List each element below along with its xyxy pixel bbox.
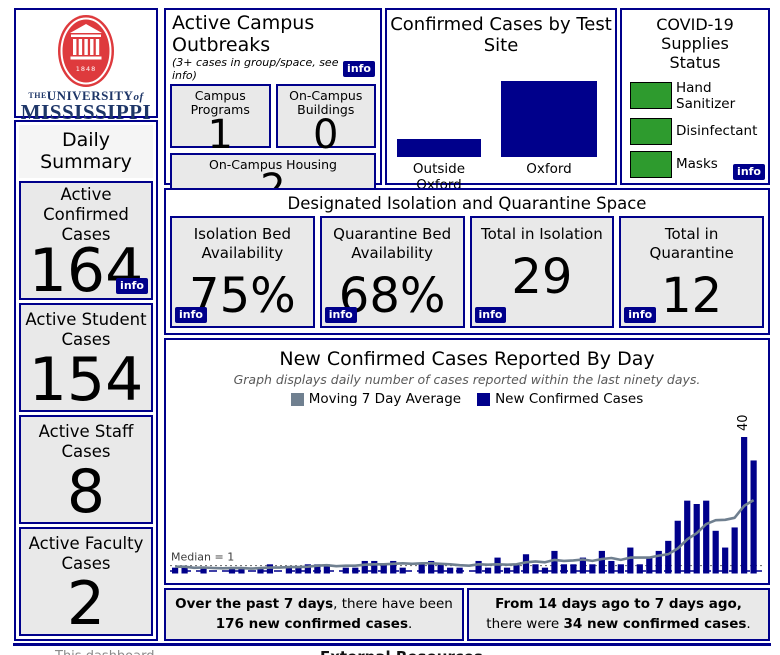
- wordmark-university: UNIVERSITY: [46, 88, 134, 103]
- previous-7-days-summary: From 14 days ago to 7 days ago, there we…: [467, 588, 770, 641]
- isolation-bed-availability: Isolation Bed Availability 75% info: [170, 216, 315, 328]
- stat-label: Active Faculty Cases: [28, 534, 144, 574]
- active-campus-outbreaks-panel: Active Campus Outbreaks (3+ cases in gro…: [164, 8, 382, 209]
- outbreak-value: 0: [313, 111, 339, 158]
- svg-text:40: 40: [736, 414, 751, 431]
- daily-cases-bar-chart: Median = 1 40: [170, 414, 762, 574]
- outbreak-value: 1: [207, 111, 233, 158]
- wordmark-the: THE: [28, 91, 47, 100]
- info-badge[interactable]: info: [474, 307, 507, 323]
- iso-value: 29: [511, 248, 573, 305]
- status-green-swatch: [630, 150, 672, 178]
- stat-active-confirmed-cases: Active Confirmed Cases 164 info: [19, 181, 153, 301]
- info-badge[interactable]: info: [324, 307, 357, 323]
- axis-label-oxford: Oxford: [526, 161, 572, 177]
- info-badge[interactable]: info: [343, 61, 375, 77]
- wordmark-mississippi: MISSISSIPPI: [20, 100, 152, 124]
- iso-label: Quarantine Bed Availability: [333, 225, 452, 262]
- footer-note: This dashboard: [55, 649, 154, 655]
- university-logo: 1848 THEUNIVERSITYof MISSISSIPPI: [14, 8, 158, 123]
- supply-label: Disinfectant: [676, 123, 758, 140]
- supplies-title-line1: COVID-19 Supplies: [656, 15, 734, 54]
- test-site-bar-chart: 315 1,310: [397, 70, 605, 157]
- summary-text: there were: [486, 615, 564, 632]
- info-badge[interactable]: info: [175, 307, 207, 323]
- outbreaks-title: Active Campus Outbreaks: [172, 12, 315, 56]
- stat-label: Active Confirmed Cases: [43, 185, 129, 244]
- isolation-quarantine-panel: Designated Isolation and Quarantine Spac…: [164, 188, 770, 335]
- test-site-title-line1: Confirmed Cases by Test: [390, 14, 612, 35]
- iso-label: Isolation Bed Availability: [193, 225, 292, 262]
- stat-value: 154: [28, 345, 144, 416]
- outbreak-label: On-Campus Housing: [209, 157, 337, 172]
- daily-summary-panel: Daily Summary Active Confirmed Cases 164…: [14, 120, 158, 641]
- external-resources-heading: External Resources: [320, 648, 483, 655]
- info-badge[interactable]: info: [116, 278, 148, 295]
- iso-label: Total in Quarantine: [649, 225, 734, 262]
- svg-text:Median = 1: Median = 1: [171, 551, 234, 564]
- total-in-quarantine: Total in Quarantine 12 info: [619, 216, 764, 328]
- outbreak-label: On-Campus Buildings: [289, 88, 363, 118]
- summary-text: .: [746, 615, 751, 632]
- wordmark-of: of: [133, 91, 144, 103]
- iso-value: 12: [661, 267, 723, 324]
- legend-label-new-cases: New Confirmed Cases: [495, 391, 644, 407]
- summary-text: , there have been: [333, 595, 453, 612]
- new-cases-legend-swatch: [477, 392, 491, 406]
- daily-chart-subtitle: Graph displays daily number of cases rep…: [233, 372, 701, 387]
- summary-bold: From 14 days ago to 7 days ago,: [495, 595, 742, 612]
- total-in-isolation: Total in Isolation 29 info: [469, 216, 615, 328]
- supply-disinfectant: Disinfectant: [630, 117, 768, 145]
- summary-bold: 34 new confirmed cases: [563, 615, 747, 632]
- university-crest-icon: 1848: [58, 15, 114, 87]
- supply-label: Masks: [676, 156, 718, 173]
- test-site-chart-panel: Confirmed Cases by Test Site 315 1,310 O…: [385, 8, 617, 193]
- clipped-footer-row: This dashboard External Resources: [0, 647, 780, 655]
- info-badge[interactable]: info: [624, 307, 657, 323]
- crest-year: 1848: [76, 65, 97, 73]
- stat-label: Active Student Cases: [25, 310, 147, 350]
- university-wordmark: THEUNIVERSITYof MISSISSIPPI: [16, 89, 156, 123]
- legend-label-moving-average: Moving 7 Day Average: [308, 391, 462, 407]
- stat-active-student-cases: Active Student Cases 154: [19, 303, 153, 416]
- outbreak-campus-programs: Campus Programs 1: [170, 84, 271, 155]
- daily-summary-title: Daily Summary: [19, 125, 153, 178]
- summary-bold: 176 new confirmed cases: [215, 615, 408, 632]
- daily-chart-legend: Moving 7 Day Average New Confirmed Cases: [166, 387, 768, 407]
- info-badge[interactable]: info: [733, 164, 765, 180]
- supply-hand-sanitizer: Hand Sanitizer: [630, 80, 768, 112]
- supply-label: Hand Sanitizer: [676, 79, 736, 112]
- stat-active-staff-cases: Active Staff Cases 8: [19, 415, 153, 528]
- status-green-swatch: [630, 82, 672, 110]
- supplies-title-line2: Status: [669, 53, 721, 73]
- summary-bold: Over the past 7 days: [175, 595, 334, 612]
- stat-value: 2: [66, 568, 106, 639]
- isolation-panel-title: Designated Isolation and Quarantine Spac…: [287, 194, 647, 213]
- supply-masks: Masks: [630, 150, 768, 178]
- moving-average-legend-swatch: [290, 392, 304, 406]
- daily-cases-chart-panel: New Confirmed Cases Reported By Day Grap…: [164, 338, 770, 585]
- outbreak-on-campus-buildings: On-Campus Buildings 0: [275, 84, 376, 155]
- past-7-days-summary: Over the past 7 days, there have been 17…: [164, 588, 464, 641]
- test-site-title-line2: Site: [483, 34, 519, 56]
- quarantine-bed-availability: Quarantine Bed Availability 68% info: [319, 216, 465, 328]
- supplies-status-panel: COVID-19 Supplies Status Hand Sanitizer …: [620, 8, 770, 185]
- stat-label: Active Staff Cases: [38, 422, 134, 462]
- stat-active-faculty-cases: Active Faculty Cases 2: [19, 527, 153, 639]
- summary-text: .: [408, 615, 413, 632]
- stat-value: 8: [66, 457, 106, 528]
- outbreak-label: Campus Programs: [190, 88, 250, 118]
- status-green-swatch: [630, 117, 672, 145]
- daily-chart-title: New Confirmed Cases Reported By Day: [279, 348, 655, 370]
- outbreaks-subtitle: (3+ cases in group/space, see info): [172, 56, 339, 82]
- dashboard-bottom-border: [13, 643, 771, 646]
- iso-label: Total in Isolation: [480, 225, 603, 243]
